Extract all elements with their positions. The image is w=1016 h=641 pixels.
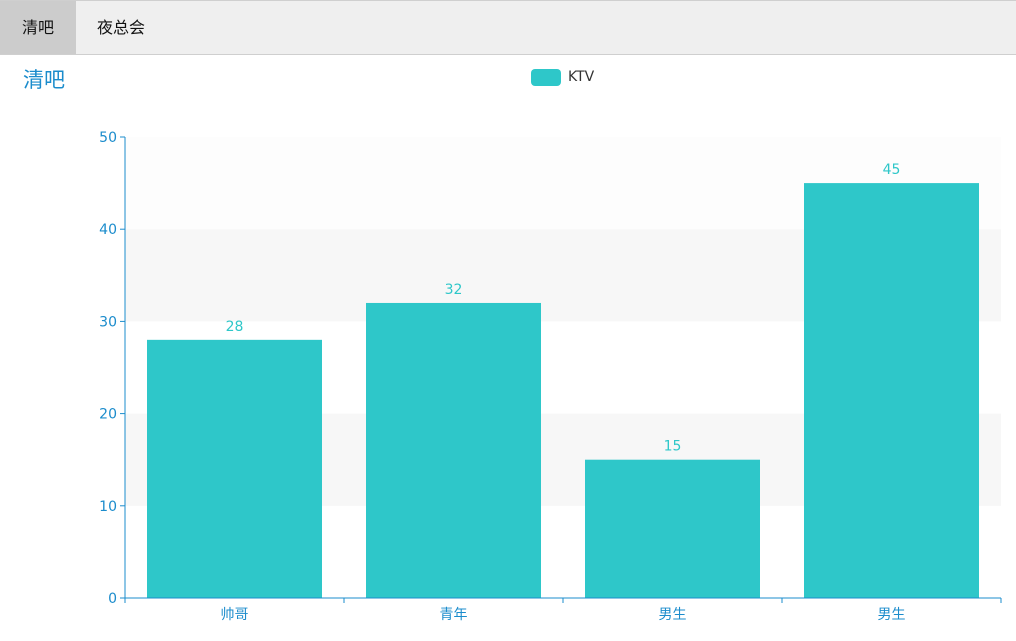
bar-1[interactable] [366, 302, 541, 598]
y-tick-label: 30 [99, 314, 117, 330]
y-tick-label: 10 [99, 499, 117, 515]
data-label-1: 32 [445, 282, 463, 298]
legend-item-ktv[interactable]: KTV [531, 68, 594, 86]
data-labels-group: 28 32 15 45 [226, 162, 901, 455]
chart-title: 清吧 [23, 68, 65, 92]
tab-yezonghui[interactable]: 夜总会 [96, 18, 145, 37]
x-tick-label-1: 青年 [440, 607, 468, 623]
y-tick-label: 20 [99, 407, 117, 423]
data-label-2: 15 [664, 439, 682, 455]
data-label-0: 28 [226, 319, 244, 335]
y-axis: 0 10 20 30 40 50 [99, 130, 126, 607]
bar-3[interactable] [804, 183, 979, 598]
tab-bar: 清吧 夜总会 [0, 0, 1016, 55]
y-tick-label: 40 [99, 222, 117, 238]
legend-swatch [531, 68, 561, 86]
y-tick-label: 0 [108, 591, 117, 607]
tab-qingba[interactable]: 清吧 [0, 1, 76, 54]
chart-panel: 28 32 15 45 0 10 20 30 40 50 帅哥 青年 男生 男生 清吧 KTV [0, 56, 1016, 641]
x-tick-label-3: 男生 [878, 607, 906, 623]
legend-label: KTV [568, 69, 595, 85]
data-label-3: 45 [883, 162, 901, 178]
bar-chart: 28 32 15 45 0 10 20 30 40 50 帅哥 青年 男生 男生 [99, 130, 1002, 623]
y-tick-label: 50 [99, 130, 117, 146]
x-axis: 帅哥 青年 男生 男生 [124, 597, 1002, 623]
bars-group [147, 183, 979, 598]
x-tick-label-0: 帅哥 [221, 607, 249, 623]
bar-0[interactable] [147, 339, 322, 598]
x-tick-label-2: 男生 [659, 607, 687, 623]
bar-2[interactable] [585, 459, 760, 598]
